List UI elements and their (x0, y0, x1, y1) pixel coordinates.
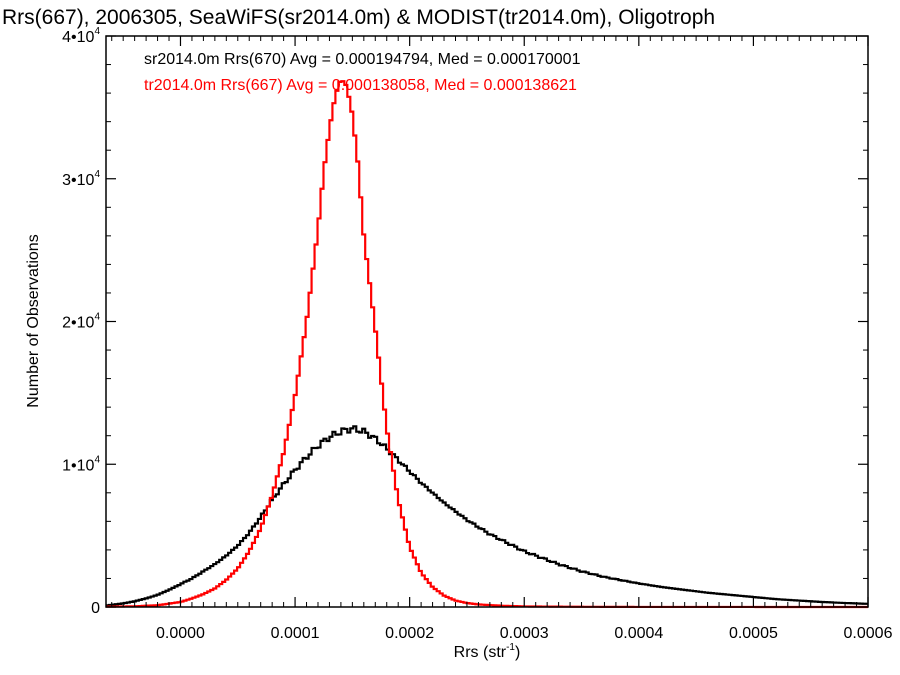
y-axis-label: Number of Observations (25, 234, 42, 407)
y-tick-exponent: 4 (94, 454, 100, 465)
y-tick-label: 0 (91, 600, 100, 617)
y-tick-base: 4•10 (62, 29, 94, 46)
y-tick-base: 3•10 (62, 172, 94, 189)
x-tick-label: 0.0005 (729, 625, 778, 642)
x-axis-label-text: Rrs (str (454, 644, 507, 661)
annotations-layer: sr2014.0m Rrs(670) Avg = 0.000194794, Me… (144, 51, 581, 94)
y-tick-base: 0 (91, 600, 100, 617)
y-tick-label: 4•104 (62, 26, 100, 46)
y-tick-exponent: 4 (94, 169, 100, 180)
y-tick-label: 3•104 (62, 169, 100, 189)
x-axis-label: Rrs (str-1) (454, 642, 521, 661)
y-tick-label: 1•104 (62, 454, 100, 474)
y-tick-base: 2•10 (62, 315, 94, 332)
y-tick-exponent: 4 (94, 26, 100, 37)
y-tick-label: 2•104 (62, 312, 100, 332)
legend-annotation: tr2014.0m Rrs(667) Avg = 0.000138058, Me… (144, 77, 577, 94)
x-tick-label: 0.0004 (614, 625, 663, 642)
x-tick-label: 0.0006 (844, 625, 893, 642)
histogram-series-black (106, 425, 868, 607)
legend-annotation: sr2014.0m Rrs(670) Avg = 0.000194794, Me… (144, 51, 581, 68)
x-tick-label: 0.0000 (156, 625, 205, 642)
y-tick-base: 1•10 (62, 457, 94, 474)
x-axis-label-sup: -1 (506, 642, 515, 653)
x-axis-label-end: ) (515, 644, 520, 661)
chart-title: Rrs(667), 2006305, SeaWiFS(sr2014.0m) & … (2, 6, 715, 29)
x-tick-label: 0.0003 (500, 625, 549, 642)
ticks-layer: 0.0000 0.0001 0.0002 0.0003 0.0004 0.0005 0.00… (62, 26, 892, 642)
plot-frame (105, 35, 869, 608)
x-tick-label: 0.0001 (271, 625, 320, 642)
y-tick-exponent: 4 (94, 312, 100, 323)
x-tick-label: 0.0002 (385, 625, 434, 642)
series-layer (106, 80, 868, 609)
histogram-series-red (106, 80, 868, 609)
